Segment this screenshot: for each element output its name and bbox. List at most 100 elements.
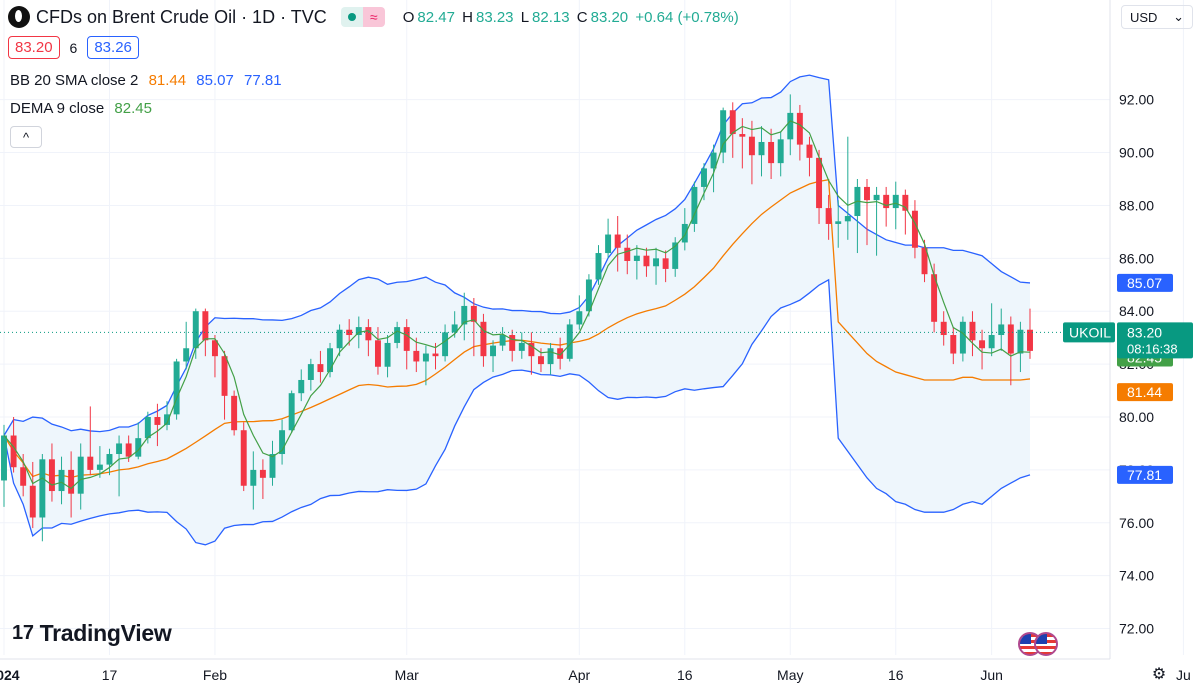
dema-series-line [3, 120, 1031, 490]
candle [317, 350, 324, 383]
low-value: 82.13 [532, 8, 570, 26]
spread-value: 6 [69, 39, 78, 56]
candle [403, 319, 410, 370]
candle-body [528, 342, 535, 357]
candle-body [643, 255, 650, 267]
candle [509, 329, 516, 362]
candle-body [729, 110, 736, 135]
bb-lower-badge-bg [1117, 465, 1173, 484]
candle-body [432, 353, 439, 357]
candle [1027, 308, 1033, 359]
y-tick-label: 76.00 [1119, 515, 1154, 531]
tradingview-mark-icon: 17 [12, 622, 34, 644]
candle-body [355, 327, 362, 336]
candle-body [164, 414, 170, 425]
candle [211, 335, 218, 378]
symbol-title[interactable]: CFDs on Brent Crude Oil · 1D · TVC [36, 6, 327, 27]
candle-body [259, 469, 266, 478]
candle-body [240, 430, 247, 486]
candle-body [173, 361, 180, 415]
candle [327, 342, 333, 378]
candle [758, 126, 765, 177]
candle-body [394, 327, 401, 343]
bb-upper-badge-text: 85.07 [1127, 275, 1162, 291]
candle [288, 390, 295, 433]
bb-upper-badge: 85.07 [1117, 273, 1173, 292]
candle [614, 216, 621, 272]
candle [979, 329, 986, 370]
currency-select[interactable]: USD ⌄ [1121, 5, 1193, 29]
candle-body [816, 157, 823, 209]
candle-body [451, 324, 458, 333]
candle [969, 311, 976, 357]
candle-body [950, 335, 957, 354]
candle-body [29, 485, 36, 518]
dema-legend[interactable]: DEMA 9 close 82.45 [10, 100, 152, 117]
bb-legend[interactable]: BB 20 SMA close 2 81.44 85.07 77.81 [10, 72, 282, 89]
last-price-badge-bg [1117, 322, 1193, 359]
candle [518, 332, 525, 359]
candle [777, 131, 784, 177]
candle-body [250, 469, 257, 486]
tradingview-logo: 17 TradingView [12, 620, 172, 646]
candle-body [921, 247, 928, 275]
candle-body [518, 342, 525, 351]
candle-body [480, 321, 487, 357]
candle-body [211, 340, 218, 357]
bb-middle-badge: 81.44 [1117, 383, 1173, 402]
brent-oil-logo-icon [8, 6, 30, 28]
bb-lower-badge-text: 77.81 [1127, 467, 1162, 483]
candle [825, 194, 832, 240]
candle [480, 313, 487, 367]
candle-body [1007, 324, 1014, 354]
candle [624, 234, 631, 275]
candle [576, 295, 583, 330]
chart-header: CFDs on Brent Crude Oil · 1D · TVC ≈ O 82… [8, 5, 742, 29]
settings-gear-icon[interactable]: ⚙ [1151, 666, 1167, 683]
candle [643, 247, 650, 277]
y-tick-label: 92.00 [1119, 92, 1154, 108]
candle [998, 308, 1005, 351]
symbol-badge: UKOIL [1063, 322, 1115, 343]
candle [164, 401, 170, 431]
candle [106, 448, 113, 476]
bb-middle-badge-text: 81.44 [1127, 384, 1162, 400]
candle-body [547, 348, 554, 365]
market-open-icon[interactable] [340, 7, 363, 27]
collapse-legend-button[interactable]: ^ [10, 126, 42, 148]
candle-body [183, 348, 190, 362]
candle [442, 324, 449, 362]
sell-button[interactable]: 83.20 [8, 36, 60, 59]
candle [135, 422, 142, 460]
bb-middle-value: 81.44 [148, 72, 187, 89]
x-tick-label: Ju [1176, 667, 1191, 683]
dema-line [3, 120, 1031, 490]
candle [259, 459, 266, 499]
candle-body [988, 335, 995, 349]
candle [48, 443, 55, 502]
candle-body [595, 253, 602, 280]
candle-body [509, 335, 516, 351]
candle-body [911, 210, 918, 248]
candle-body [566, 324, 573, 359]
buy-button[interactable]: 83.26 [87, 36, 139, 59]
events-icon[interactable] [1018, 632, 1066, 658]
x-tick-label: Feb [203, 667, 227, 683]
x-tick-label: 16 [677, 667, 693, 683]
candle-body [931, 274, 938, 322]
candle-body [192, 311, 199, 349]
candle [835, 200, 842, 248]
wave-icon[interactable]: ≈ [362, 7, 385, 27]
candle-body [748, 136, 755, 156]
candle [173, 358, 180, 420]
candle-body [413, 350, 420, 362]
last-price-text: 83.20 [1127, 324, 1162, 340]
candle-body [154, 417, 161, 425]
candle [154, 403, 161, 447]
bollinger-band-area [4, 75, 1030, 545]
candle-body [384, 342, 391, 367]
candle-body [336, 329, 343, 349]
bb-middle-badge-bg [1117, 383, 1173, 402]
